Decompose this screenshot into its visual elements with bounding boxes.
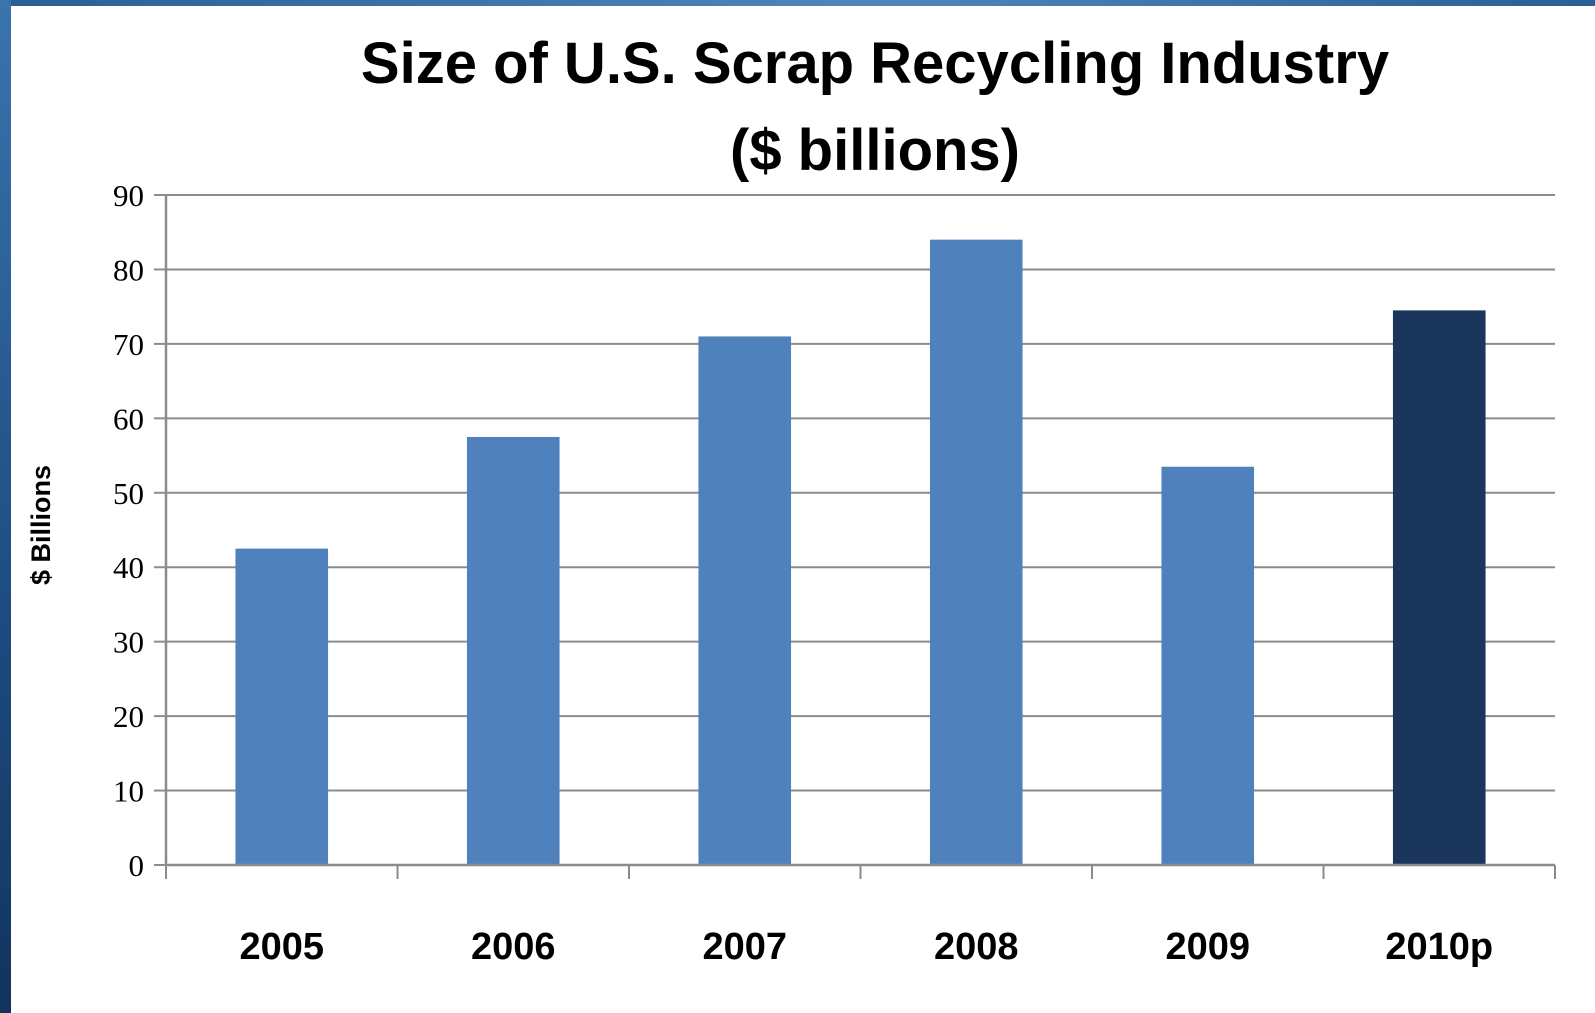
y-tick-label: 40 bbox=[113, 550, 144, 585]
x-tick-label: 2006 bbox=[471, 926, 556, 968]
y-tick-label: 90 bbox=[113, 178, 144, 213]
bar-2006 bbox=[466, 436, 560, 865]
y-tick-label: 30 bbox=[113, 625, 144, 660]
x-tick-label: 2009 bbox=[1165, 926, 1250, 968]
bars bbox=[235, 239, 1486, 865]
chart-title-line2: ($ billions) bbox=[730, 118, 1020, 183]
bar-2009 bbox=[1161, 466, 1255, 865]
x-axis-ticks: 2005 2006 2007 2008 2009 2010p bbox=[239, 926, 1493, 968]
chart-title-line1: Size of U.S. Scrap Recycling Industry bbox=[361, 31, 1389, 96]
gridlines bbox=[166, 194, 1555, 792]
bar-2008 bbox=[929, 239, 1023, 865]
y-axis-label: $ Billions bbox=[26, 465, 56, 585]
x-axis bbox=[164, 195, 1556, 879]
y-tick-label: 80 bbox=[113, 252, 144, 287]
bar-2010p bbox=[1392, 310, 1486, 865]
x-tick-label: 2007 bbox=[702, 926, 787, 968]
top-border bbox=[0, 0, 1595, 6]
left-border bbox=[0, 0, 11, 1013]
y-tick-label: 70 bbox=[113, 327, 144, 362]
x-tick-label: 2008 bbox=[934, 926, 1019, 968]
y-tick-label: 60 bbox=[113, 401, 144, 436]
y-tick-label: 50 bbox=[113, 476, 144, 511]
y-tick-label: 10 bbox=[113, 774, 144, 809]
x-tick-label: 2010p bbox=[1385, 926, 1493, 968]
bar-2007 bbox=[698, 336, 792, 865]
y-tick-label: 20 bbox=[113, 699, 144, 734]
bar-2005 bbox=[235, 548, 329, 865]
y-axis-ticks: 0 10 20 30 40 50 60 70 80 90 bbox=[113, 178, 166, 883]
x-tick-label: 2005 bbox=[239, 926, 324, 968]
y-tick-label: 0 bbox=[129, 848, 145, 883]
